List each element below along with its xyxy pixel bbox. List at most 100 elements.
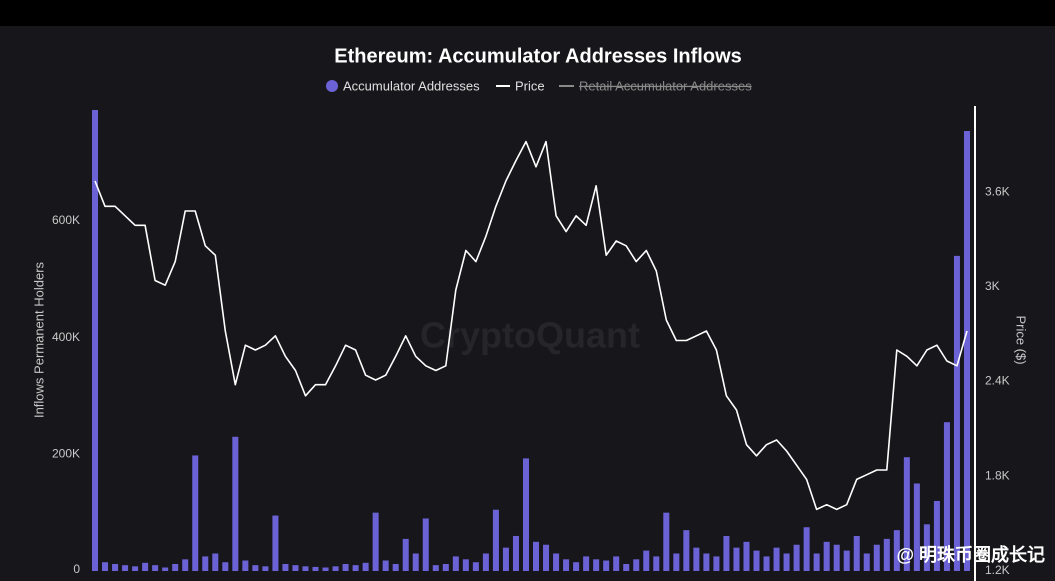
y2-tick-label: 3K	[985, 279, 1000, 293]
bar	[753, 550, 760, 571]
bar	[312, 566, 319, 571]
price-line	[94, 140, 968, 511]
bar	[573, 562, 580, 571]
bar	[502, 547, 509, 571]
y-tick-label: 600K	[52, 213, 80, 227]
bar	[182, 559, 189, 571]
bar	[773, 547, 780, 571]
bar	[873, 544, 880, 571]
bar	[352, 565, 359, 571]
bar	[703, 553, 710, 571]
bar	[142, 562, 149, 571]
bar	[783, 553, 790, 571]
bar	[693, 547, 700, 571]
bar	[893, 530, 900, 571]
bar	[603, 560, 610, 571]
bar	[472, 562, 479, 571]
bar	[122, 565, 129, 571]
bar	[192, 455, 199, 571]
bar	[172, 563, 179, 571]
bar	[943, 422, 950, 571]
bar	[102, 562, 109, 571]
bar	[823, 541, 830, 571]
bar	[863, 553, 870, 571]
bar	[833, 544, 840, 571]
bar	[362, 562, 369, 571]
bar	[392, 563, 399, 571]
bar	[793, 544, 800, 571]
bar	[342, 563, 349, 571]
bar	[653, 556, 660, 571]
bar	[242, 560, 249, 571]
bar	[533, 541, 540, 571]
bar	[282, 563, 289, 571]
y2-tick-label: 1.8K	[985, 468, 1010, 482]
bar	[162, 567, 169, 571]
legend-label: Price	[515, 78, 545, 93]
bar	[92, 110, 99, 571]
bar	[733, 547, 740, 571]
bar	[713, 556, 720, 571]
bar	[332, 566, 339, 571]
y-axis-label: Inflows Permanent Holders	[31, 261, 46, 418]
bar	[112, 563, 119, 571]
bar	[412, 553, 419, 571]
bar	[563, 559, 570, 571]
bar	[482, 553, 489, 571]
bar	[933, 500, 940, 571]
y2-tick-label: 3.6K	[985, 184, 1010, 198]
y2-axis-label: Price ($)	[1014, 315, 1029, 364]
bar	[613, 556, 620, 571]
y-tick-label: 0	[73, 562, 80, 576]
bar	[843, 550, 850, 571]
bar	[543, 544, 550, 571]
bar	[452, 556, 459, 571]
bar	[372, 512, 379, 571]
bar	[553, 553, 560, 571]
bar	[723, 535, 730, 571]
bar	[292, 565, 299, 571]
bar	[663, 512, 670, 571]
bar	[673, 553, 680, 571]
bar	[593, 559, 600, 571]
bar	[492, 509, 499, 571]
bar	[763, 556, 770, 571]
bar	[422, 518, 429, 571]
bar	[402, 538, 409, 571]
bar	[322, 567, 329, 571]
bar	[252, 565, 259, 571]
bar	[623, 563, 630, 571]
bar	[222, 562, 229, 571]
y2-tick-label: 1.2K	[985, 563, 1010, 577]
bar	[462, 559, 469, 571]
bar	[683, 530, 690, 571]
bar	[522, 458, 529, 571]
legend-label: Accumulator Addresses	[343, 78, 480, 93]
bar	[212, 553, 219, 571]
bar	[232, 436, 239, 571]
bar	[272, 515, 279, 571]
y2-tick-label: 2.4K	[985, 374, 1010, 388]
bar	[152, 565, 159, 571]
bar	[643, 550, 650, 571]
bar	[302, 566, 309, 571]
bar	[442, 563, 449, 571]
y-tick-label: 200K	[52, 446, 80, 460]
bar	[743, 541, 750, 571]
bar	[963, 131, 970, 571]
bar	[853, 535, 860, 571]
legend-swatch	[326, 80, 338, 92]
legend-label: Retail Accumulator Addresses	[579, 78, 752, 93]
bar	[633, 559, 640, 571]
bar	[903, 457, 910, 571]
bar	[202, 556, 209, 571]
bar	[803, 527, 810, 571]
y-tick-label: 400K	[52, 330, 80, 344]
plot-area: 0 200K 400K 600K 1.2K 1.8K 2.4K 3K 3.6K	[52, 110, 1010, 577]
bar	[512, 535, 519, 571]
bar	[382, 560, 389, 571]
bar	[132, 566, 139, 571]
bar	[923, 524, 930, 571]
bar	[953, 255, 960, 571]
